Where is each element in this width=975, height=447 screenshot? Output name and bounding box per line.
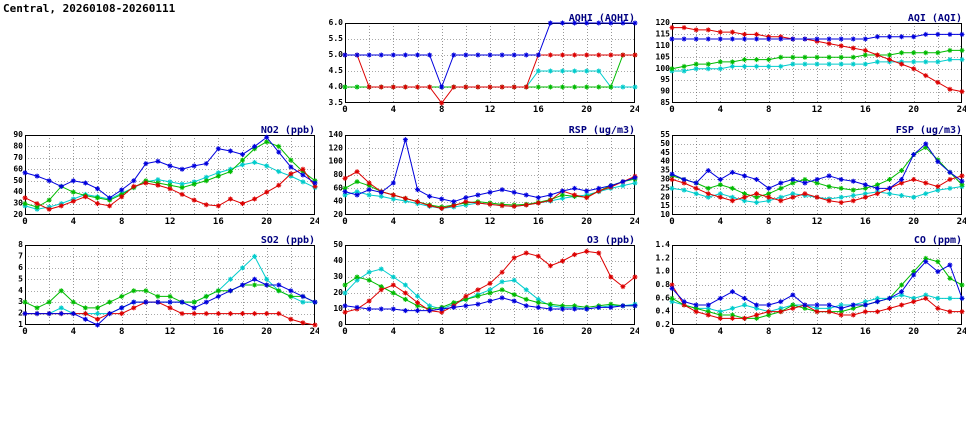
co-chart-canvas [648, 233, 966, 339]
so2-chart-canvas [1, 233, 319, 339]
chart-o3 [321, 233, 639, 339]
chart-fsp [648, 123, 966, 229]
chart-aqi [648, 11, 966, 117]
chart-aqhi [321, 11, 639, 117]
aqi-chart-canvas [648, 11, 966, 117]
page-title: Central, 20260108-20260111 [3, 2, 176, 15]
rsp-chart-canvas [321, 123, 639, 229]
chart-rsp [321, 123, 639, 229]
chart-no2 [1, 123, 319, 229]
chart-co [648, 233, 966, 339]
chart-so2 [1, 233, 319, 339]
o3-chart-canvas [321, 233, 639, 339]
no2-chart-canvas [1, 123, 319, 229]
aqhi-chart-canvas [321, 11, 639, 117]
fsp-chart-canvas [648, 123, 966, 229]
